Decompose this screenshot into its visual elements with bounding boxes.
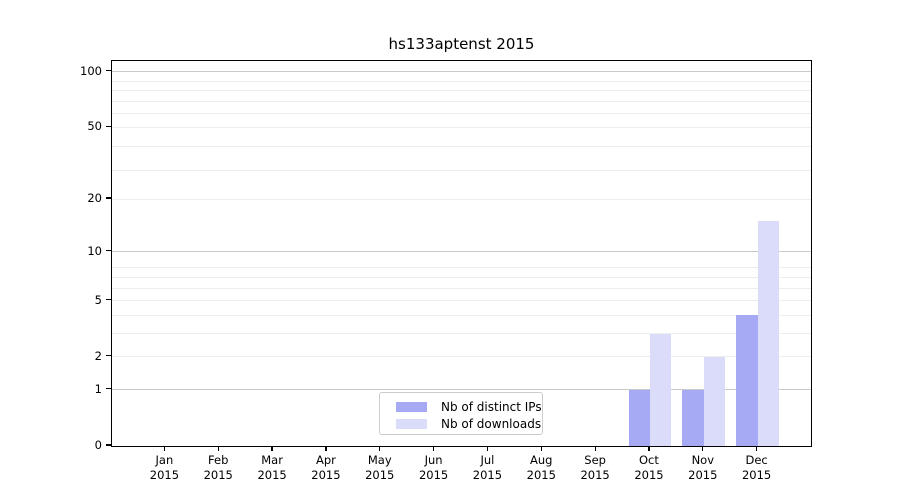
x-tick-label: Sep 2015 — [567, 453, 623, 483]
x-tick-mark — [540, 446, 542, 451]
x-tick-month: May — [367, 453, 392, 467]
x-tick-year: 2015 — [311, 468, 341, 482]
legend-item-distinct-ips: Nb of distinct IPs — [380, 398, 542, 415]
x-tick-label: Feb 2015 — [190, 453, 246, 483]
gridline-major — [112, 71, 811, 73]
x-tick-label: Nov 2015 — [675, 453, 731, 483]
gridline-minor — [112, 169, 811, 171]
y-tick-mark — [106, 249, 111, 252]
legend-label-downloads: Nb of downloads — [441, 416, 542, 431]
x-tick-month: Jun — [424, 453, 443, 467]
y-tick-mark — [106, 125, 111, 127]
x-tick-label: Jan 2015 — [136, 453, 192, 483]
x-tick-mark — [217, 446, 219, 451]
x-tick-mark — [271, 446, 273, 451]
gridline-major — [112, 251, 811, 253]
x-tick-year: 2015 — [149, 468, 180, 482]
x-tick-mark — [486, 446, 489, 451]
x-tick-mark — [702, 446, 704, 451]
x-tick-mark — [756, 446, 758, 451]
gridline-minor — [112, 113, 811, 115]
bar-oct-distinct-ips — [628, 389, 650, 446]
x-tick-year: 2015 — [634, 468, 664, 482]
legend-swatch-downloads-icon — [396, 418, 427, 429]
gridline-minor — [112, 80, 811, 82]
x-tick-month: Mar — [261, 453, 283, 467]
legend-label-distinct-ips: Nb of distinct IPs — [441, 399, 542, 414]
x-tick-month: Nov — [691, 453, 715, 467]
y-tick-label: 1 — [94, 381, 102, 396]
x-tick-month: Feb — [208, 453, 229, 467]
x-tick-month: Sep — [584, 453, 606, 467]
y-tick-mark — [106, 299, 111, 301]
chart-title: hs133aptenst 2015 — [388, 35, 535, 53]
x-tick-mark — [648, 446, 650, 451]
x-tick-year: 2015 — [418, 468, 449, 482]
gridline-minor — [112, 198, 811, 200]
x-tick-year: 2015 — [526, 468, 556, 482]
x-tick-year: 2015 — [203, 468, 233, 482]
bar-dec-downloads — [757, 221, 780, 446]
y-tick-mark — [106, 388, 111, 390]
bar-oct-downloads — [649, 333, 672, 446]
gridline-major — [112, 389, 811, 391]
x-tick-month: Dec — [745, 453, 768, 467]
x-tick-year: 2015 — [741, 468, 772, 482]
x-tick-year: 2015 — [688, 468, 718, 482]
gridline-minor — [112, 287, 811, 289]
x-tick-label: Mar 2015 — [244, 453, 300, 483]
x-tick-mark — [379, 446, 381, 451]
y-tick-label: 10 — [87, 243, 102, 258]
gridline-minor — [112, 126, 811, 128]
gridline-minor — [112, 267, 811, 269]
x-tick-mark — [163, 446, 165, 451]
x-tick-label: Apr 2015 — [298, 453, 354, 483]
bar-nov-downloads — [703, 356, 726, 446]
gridline-minor — [112, 300, 811, 302]
x-tick-label: Dec 2015 — [729, 453, 785, 483]
x-tick-label: Aug 2015 — [513, 453, 569, 483]
x-tick-mark — [433, 446, 435, 451]
x-tick-year: 2015 — [580, 468, 610, 482]
y-tick-mark — [106, 355, 111, 357]
gridline-minor — [112, 100, 811, 102]
gridline-minor — [112, 90, 811, 92]
x-tick-month: Jul — [480, 453, 495, 467]
gridline-minor — [112, 314, 811, 316]
y-tick-mark — [106, 70, 111, 72]
y-tick-label: 0 — [94, 438, 102, 452]
y-tick-mark — [106, 444, 111, 446]
x-tick-month: Apr — [315, 453, 336, 467]
gridline-minor — [112, 146, 811, 148]
y-tick-label: 20 — [87, 191, 102, 206]
gridline-minor — [112, 356, 811, 358]
bar-dec-distinct-ips — [736, 315, 758, 446]
x-tick-month: Oct — [639, 453, 659, 467]
plot-area — [111, 60, 812, 447]
x-tick-label: May 2015 — [352, 453, 408, 483]
y-tick-mark — [106, 197, 111, 199]
x-tick-month: Jan — [155, 453, 174, 467]
y-tick-label: 100 — [80, 63, 102, 78]
x-tick-month: Aug — [530, 453, 553, 467]
bar-nov-distinct-ips — [682, 389, 704, 446]
legend-swatch-distinct-ips-icon — [396, 401, 427, 412]
x-tick-year: 2015 — [257, 468, 287, 482]
y-tick-label: 2 — [94, 348, 102, 363]
legend: Nb of distinct IPs Nb of downloads — [379, 392, 543, 435]
gridline-minor — [112, 276, 811, 278]
y-tick-label: 50 — [87, 119, 102, 134]
x-tick-year: 2015 — [365, 468, 395, 482]
x-tick-mark — [594, 446, 596, 451]
x-tick-year: 2015 — [472, 468, 503, 482]
gridline-minor — [112, 333, 811, 335]
y-tick-label: 5 — [94, 292, 102, 307]
legend-item-downloads: Nb of downloads — [380, 415, 542, 432]
x-tick-mark — [325, 446, 327, 451]
x-tick-label: Jun 2015 — [406, 453, 462, 483]
x-tick-label: Oct 2015 — [621, 453, 677, 483]
x-tick-label: Jul 2015 — [459, 453, 515, 483]
